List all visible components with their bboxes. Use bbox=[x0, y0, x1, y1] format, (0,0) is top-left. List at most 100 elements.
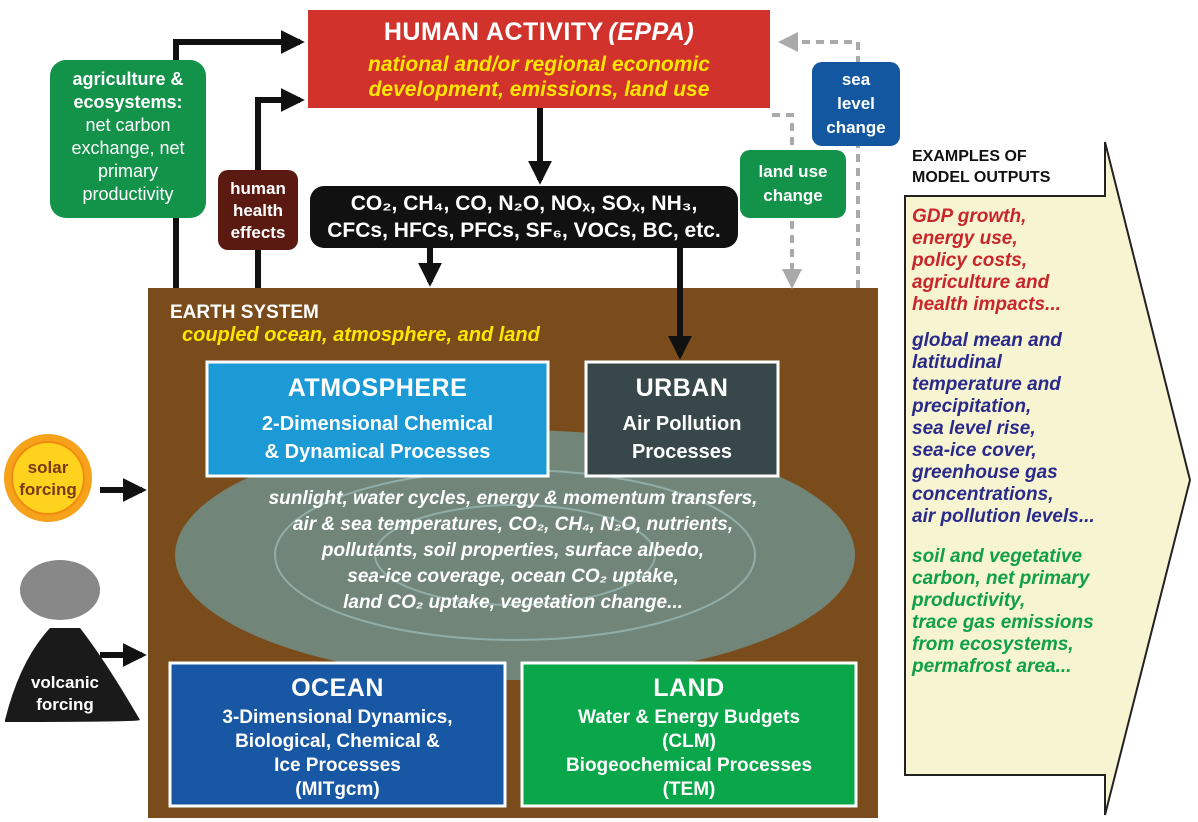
text-line: carbon, net primary bbox=[912, 568, 1090, 589]
text-line: concentrations, bbox=[912, 484, 1054, 505]
ocean-title: OCEAN bbox=[291, 674, 384, 702]
text-line: trace gas emissions bbox=[912, 612, 1094, 633]
model: (EPPA) bbox=[608, 18, 695, 46]
agriculture-label: agriculture & ecosystems: bbox=[50, 68, 206, 114]
text-line: greenhouse gas bbox=[912, 462, 1058, 483]
atmosphere-box bbox=[205, 360, 550, 478]
text-line: soil and vegetative bbox=[912, 546, 1083, 567]
solar-label: solar forcing bbox=[8, 457, 88, 501]
text-line: policy costs, bbox=[912, 250, 1028, 271]
text-line: net carbon bbox=[85, 115, 171, 135]
text-line: (MITgcm) bbox=[295, 779, 380, 800]
text-line: sea-ice cover, bbox=[912, 440, 1037, 461]
text-line: latitudinal bbox=[912, 352, 1002, 373]
outputs-climate: global mean and latitudinal temperature an… bbox=[912, 330, 1095, 528]
text-line: Biological, Chemical & bbox=[235, 731, 440, 752]
atmosphere-lines: 2-Dimensional Chemical & Dynamical Proces… bbox=[207, 410, 548, 466]
ocean-lines: 3-Dimensional Dynamics, Biological, Chemi… bbox=[170, 706, 505, 802]
text-line: air pollution levels... bbox=[912, 506, 1095, 527]
earth-system-subtitle: coupled ocean, atmosphere, and land bbox=[182, 324, 540, 346]
text-line: exchange, net bbox=[71, 138, 185, 158]
text-line: health bbox=[232, 201, 284, 220]
volcanic-label: volcanic forcing bbox=[10, 672, 120, 716]
text-line: ecosystems: bbox=[73, 92, 183, 112]
text-line: Processes bbox=[631, 441, 733, 463]
text-line: global mean and bbox=[912, 330, 1062, 351]
text-line: Biogeochemical Processes bbox=[565, 755, 813, 776]
text-line: 2-Dimensional Chemical bbox=[261, 413, 494, 435]
urban-box bbox=[584, 360, 780, 478]
text-line: energy use, bbox=[912, 228, 1018, 249]
earth-system-title: EARTH SYSTEM bbox=[170, 302, 319, 323]
text-line: permafrost area... bbox=[912, 656, 1072, 677]
sea-level-label: sea level change bbox=[812, 68, 900, 140]
dashed-arrow bbox=[778, 32, 860, 288]
text-line: & Dynamical Processes bbox=[264, 441, 491, 463]
agriculture-box bbox=[50, 60, 206, 218]
text-line: air & sea temperatures, CO₂, CH₄, N₂O, n… bbox=[292, 514, 734, 535]
text-line: Ice Processes bbox=[274, 755, 401, 776]
text-line: sea bbox=[841, 70, 871, 89]
outputs-economic: GDP growth, energy use, policy costs, agric… bbox=[912, 206, 1061, 316]
text-line: sea level rise, bbox=[912, 418, 1036, 439]
emissions: CO₂, CH₄, CO, N₂O, NOₓ, SOₓ, NH₃, CFCs, H… bbox=[310, 190, 738, 244]
text-line: pollutants, soil properties, surface alb… bbox=[321, 540, 705, 561]
smoke bbox=[20, 560, 100, 620]
text-line: change bbox=[763, 186, 823, 205]
text-line: GDP growth, bbox=[912, 206, 1027, 227]
volcano bbox=[5, 628, 140, 722]
agriculture-detail: net carbon exchange, net primary productivi… bbox=[50, 114, 206, 206]
title: HUMAN ACTIVITY bbox=[383, 18, 604, 46]
health-label: human health effects bbox=[218, 178, 298, 244]
sun bbox=[11, 441, 85, 515]
sea-level-box bbox=[812, 62, 900, 146]
text-line: forcing bbox=[36, 695, 94, 714]
dashed-arrow bbox=[772, 113, 802, 289]
urban-title: URBAN bbox=[635, 374, 729, 402]
text-line: effects bbox=[230, 223, 286, 242]
text-line: forcing bbox=[19, 480, 77, 499]
human-activity-heading: HUMAN ACTIVITY (EPPA) bbox=[308, 18, 770, 47]
earth-ring bbox=[374, 504, 656, 606]
text-line: agriculture & bbox=[72, 69, 184, 89]
text-line: Air Pollution bbox=[622, 413, 742, 435]
text-line: MODEL OUTPUTS bbox=[912, 169, 1051, 186]
text-line: precipitation, bbox=[912, 396, 1032, 417]
text-line: solar bbox=[27, 458, 69, 477]
text-line: health impacts... bbox=[912, 294, 1061, 315]
text-line: land CO₂ uptake, vegetation change... bbox=[343, 592, 683, 613]
text-line: sea-ice coverage, ocean CO₂ uptake, bbox=[347, 566, 679, 587]
text-line: CFCs, HFCs, PFCs, SF₆, VOCs, BC, etc. bbox=[327, 219, 721, 242]
text-line: development, emissions, land use bbox=[368, 78, 710, 101]
human-activity-description: national and/or regional economic develop… bbox=[308, 52, 770, 102]
text-line: national and/or regional economic bbox=[368, 53, 710, 76]
land-use-box bbox=[740, 150, 846, 218]
text-line: volcanic bbox=[30, 673, 100, 692]
human-activity-box bbox=[308, 10, 770, 108]
outputs-arrow bbox=[904, 141, 1192, 816]
text-line: (TEM) bbox=[662, 779, 716, 800]
text-line: EXAMPLES OF bbox=[912, 148, 1027, 165]
text-line: primary bbox=[97, 161, 158, 181]
emissions-box bbox=[310, 186, 738, 248]
atmosphere-title: ATMOSPHERE bbox=[287, 374, 468, 402]
text-line: productivity bbox=[82, 184, 174, 204]
text-line: sunlight, water cycles, energy & momentu… bbox=[268, 488, 758, 509]
text-line: (CLM) bbox=[662, 731, 716, 752]
earth-ellipse bbox=[175, 430, 855, 680]
land-lines: Water & Energy Budgets (CLM) Biogeochemica… bbox=[522, 706, 856, 802]
text-line: Water & Energy Budgets bbox=[577, 707, 801, 728]
text-line: from ecosystems, bbox=[912, 634, 1074, 655]
text-line: agriculture and bbox=[912, 272, 1050, 293]
health-box bbox=[218, 170, 298, 250]
text-line: level bbox=[837, 94, 875, 113]
land-title: LAND bbox=[653, 674, 725, 702]
ocean-box bbox=[168, 661, 507, 808]
outputs-heading: EXAMPLES OF MODEL OUTPUTS bbox=[912, 146, 1050, 188]
text-line: 3-Dimensional Dynamics, bbox=[222, 707, 453, 728]
urban-lines: Air Pollution Processes bbox=[586, 410, 778, 466]
text-line: land use bbox=[758, 162, 828, 181]
text-line: human bbox=[230, 179, 286, 198]
